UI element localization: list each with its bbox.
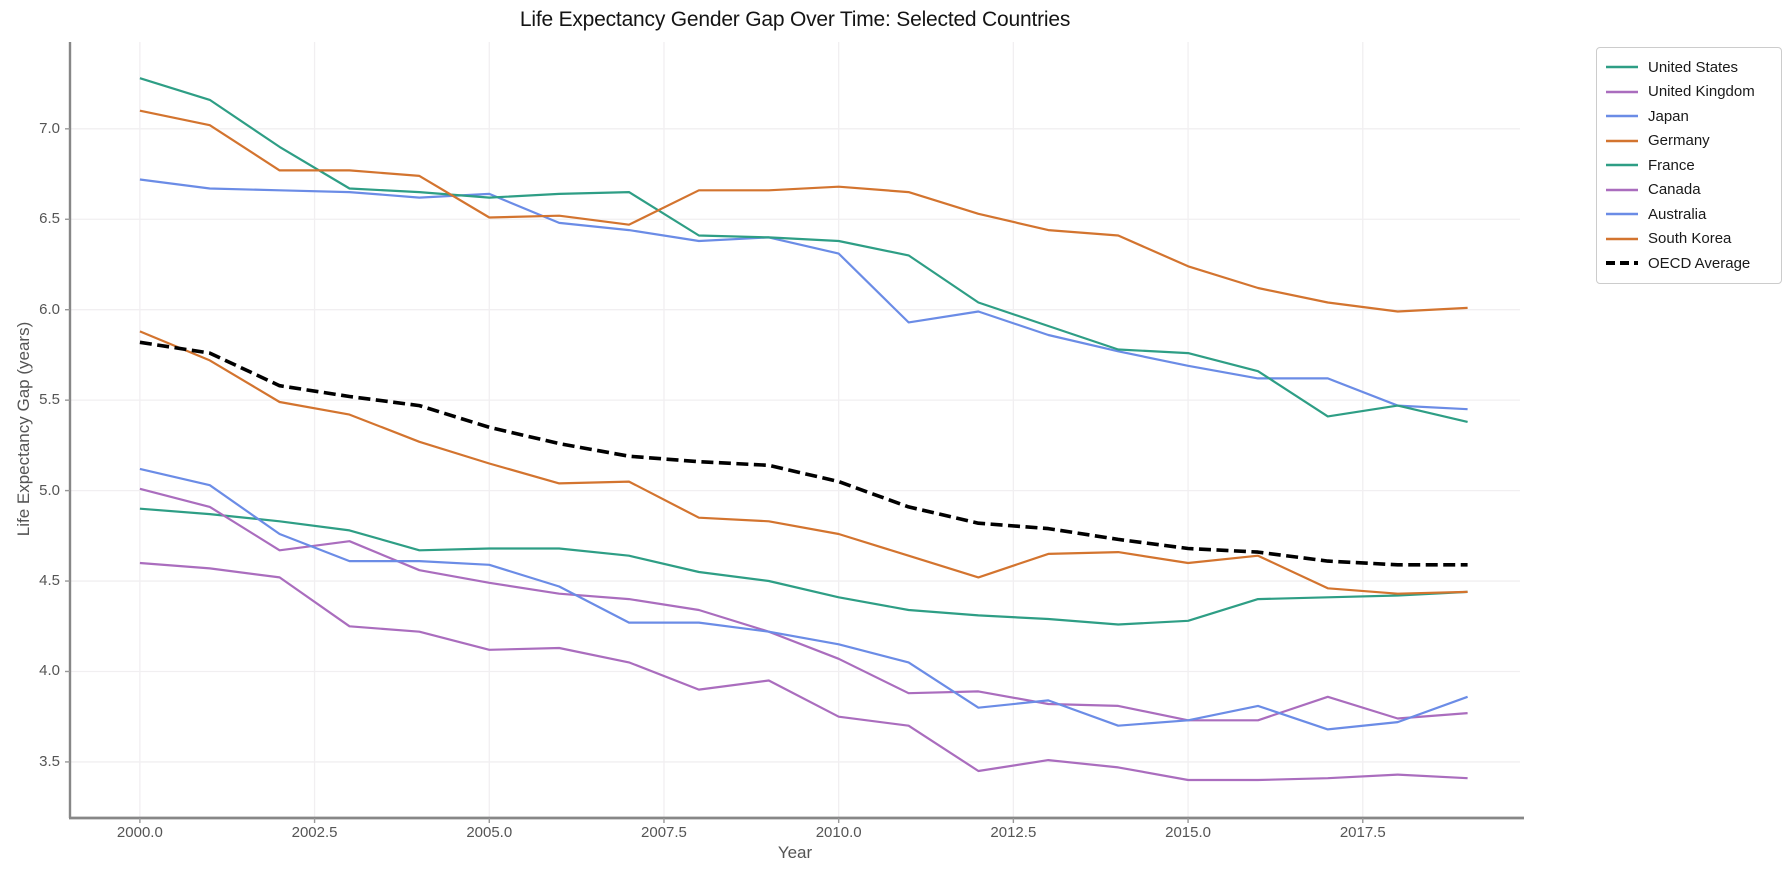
x-tick-label: 2007.5 — [641, 824, 687, 841]
x-tick-label: 2000.0 — [116, 824, 163, 841]
x-tick-label: 2015.0 — [1165, 824, 1211, 841]
legend-item-south-korea: South Korea — [1605, 227, 1771, 252]
legend-swatch-line — [1606, 188, 1638, 191]
x-axis-label: Year — [777, 843, 813, 862]
legend-item-germany: Germany — [1605, 129, 1771, 154]
legend-item-canada: Canada — [1605, 178, 1771, 203]
legend-swatch-line — [1606, 237, 1638, 240]
series-line-united-states — [139, 507, 1468, 626]
x-tick-label: 2005.0 — [466, 824, 513, 841]
legend-swatch-line — [1606, 66, 1638, 69]
series-line-united-kingdom — [139, 487, 1468, 722]
legend-item-france: France — [1605, 153, 1771, 178]
legend-item-oecd-average: OECD Average — [1605, 251, 1771, 276]
series-line-japan — [139, 178, 1468, 411]
x-tick-label: 2002.5 — [291, 824, 338, 841]
legend-swatch-line — [1606, 90, 1638, 93]
legend-item-japan: Japan — [1605, 104, 1771, 129]
y-tick-label: 6.0 — [39, 300, 60, 318]
legend-item-australia: Australia — [1605, 202, 1771, 227]
series-line-france — [139, 77, 1468, 423]
y-tick-label: 5.0 — [39, 481, 60, 499]
x-tick-label: 2010.0 — [815, 824, 862, 841]
legend-swatch-line — [1606, 139, 1638, 142]
y-tick-label: 7.0 — [39, 119, 60, 137]
legend: United States United Kingdom Japan Germany F… — [1596, 47, 1782, 284]
series-line-canada — [139, 561, 1468, 782]
legend-item-united-kingdom: United Kingdom — [1605, 80, 1771, 105]
legend-item-united-states: United States — [1605, 55, 1771, 80]
legend-swatch-line — [1606, 261, 1638, 266]
legend-item-label: Germany — [1648, 132, 1710, 150]
legend-item-label: Canada — [1648, 181, 1701, 199]
legend-item-label: Japan — [1648, 107, 1689, 125]
y-tick-label: 4.5 — [39, 572, 60, 590]
legend-swatch-line — [1606, 164, 1638, 167]
series-line-germany — [139, 330, 1468, 595]
legend-item-label: Australia — [1648, 205, 1707, 223]
legend-item-label: France — [1648, 156, 1695, 174]
y-tick-label: 5.5 — [39, 391, 60, 409]
x-tick-label: 2012.5 — [990, 824, 1037, 841]
legend-item-label: United Kingdom — [1648, 83, 1755, 101]
series-line-south-korea — [139, 109, 1468, 313]
chart-title: Life Expectancy Gender Gap Over Time: Se… — [519, 8, 1071, 31]
series-line-oecd-average — [139, 340, 1468, 567]
legend-item-label: OECD Average — [1648, 254, 1751, 272]
legend-swatch-line — [1606, 115, 1638, 118]
x-tick-label: 2017.5 — [1339, 824, 1386, 841]
legend-swatch-line — [1606, 213, 1638, 216]
y-tick-label: 3.5 — [39, 752, 60, 770]
y-tick-label: 4.0 — [39, 662, 60, 680]
series-line-australia — [139, 467, 1468, 731]
y-tick-label: 6.5 — [39, 210, 60, 228]
legend-item-label: United States — [1648, 58, 1739, 76]
legend-item-label: South Korea — [1648, 230, 1732, 248]
